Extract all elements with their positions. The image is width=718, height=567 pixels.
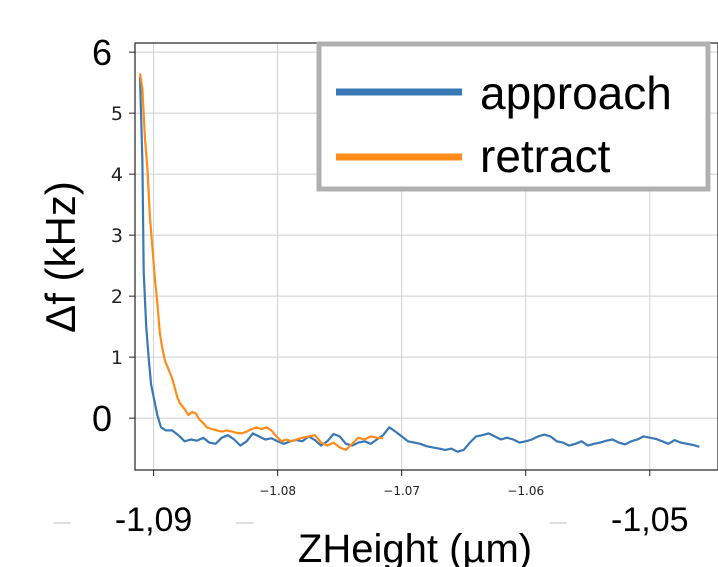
y-tick-label: 2 (111, 286, 123, 308)
series-line-retract (138, 73, 384, 451)
x-axis-large-labels: -1,09 -1,05 (53, 501, 689, 539)
legend-retract-label: retract (480, 130, 611, 182)
y-tick-label: 6 (92, 32, 112, 73)
y-tick-label: 5 (111, 103, 123, 125)
legend-box (316, 41, 711, 192)
x-axis-ticks: −1.08 −1.07 −1.06 (153, 470, 651, 498)
series-layer (138, 73, 700, 453)
legend-approach-label: approach (480, 67, 672, 119)
x-axis-label: ZHeight (µm) (298, 527, 532, 567)
legend: approach retract (316, 41, 711, 192)
x-tick-label: −1.08 (259, 484, 296, 498)
y-axis-label: Δf (kHz) (37, 181, 84, 333)
x-tick-label-large: -1,09 (115, 501, 193, 539)
y-tick-label: 3 (111, 225, 123, 247)
x-tick-label-large: -1,05 (611, 501, 689, 539)
y-axis-ticks: 6 5 4 3 2 1 0 (92, 32, 135, 439)
x-tick-label: −1.07 (383, 484, 420, 498)
series-line-approach (138, 76, 700, 453)
x-tick-label: −1.06 (507, 484, 544, 498)
y-tick-label: 0 (92, 398, 112, 439)
y-tick-label: 4 (111, 164, 123, 186)
y-tick-label: 1 (111, 347, 123, 369)
